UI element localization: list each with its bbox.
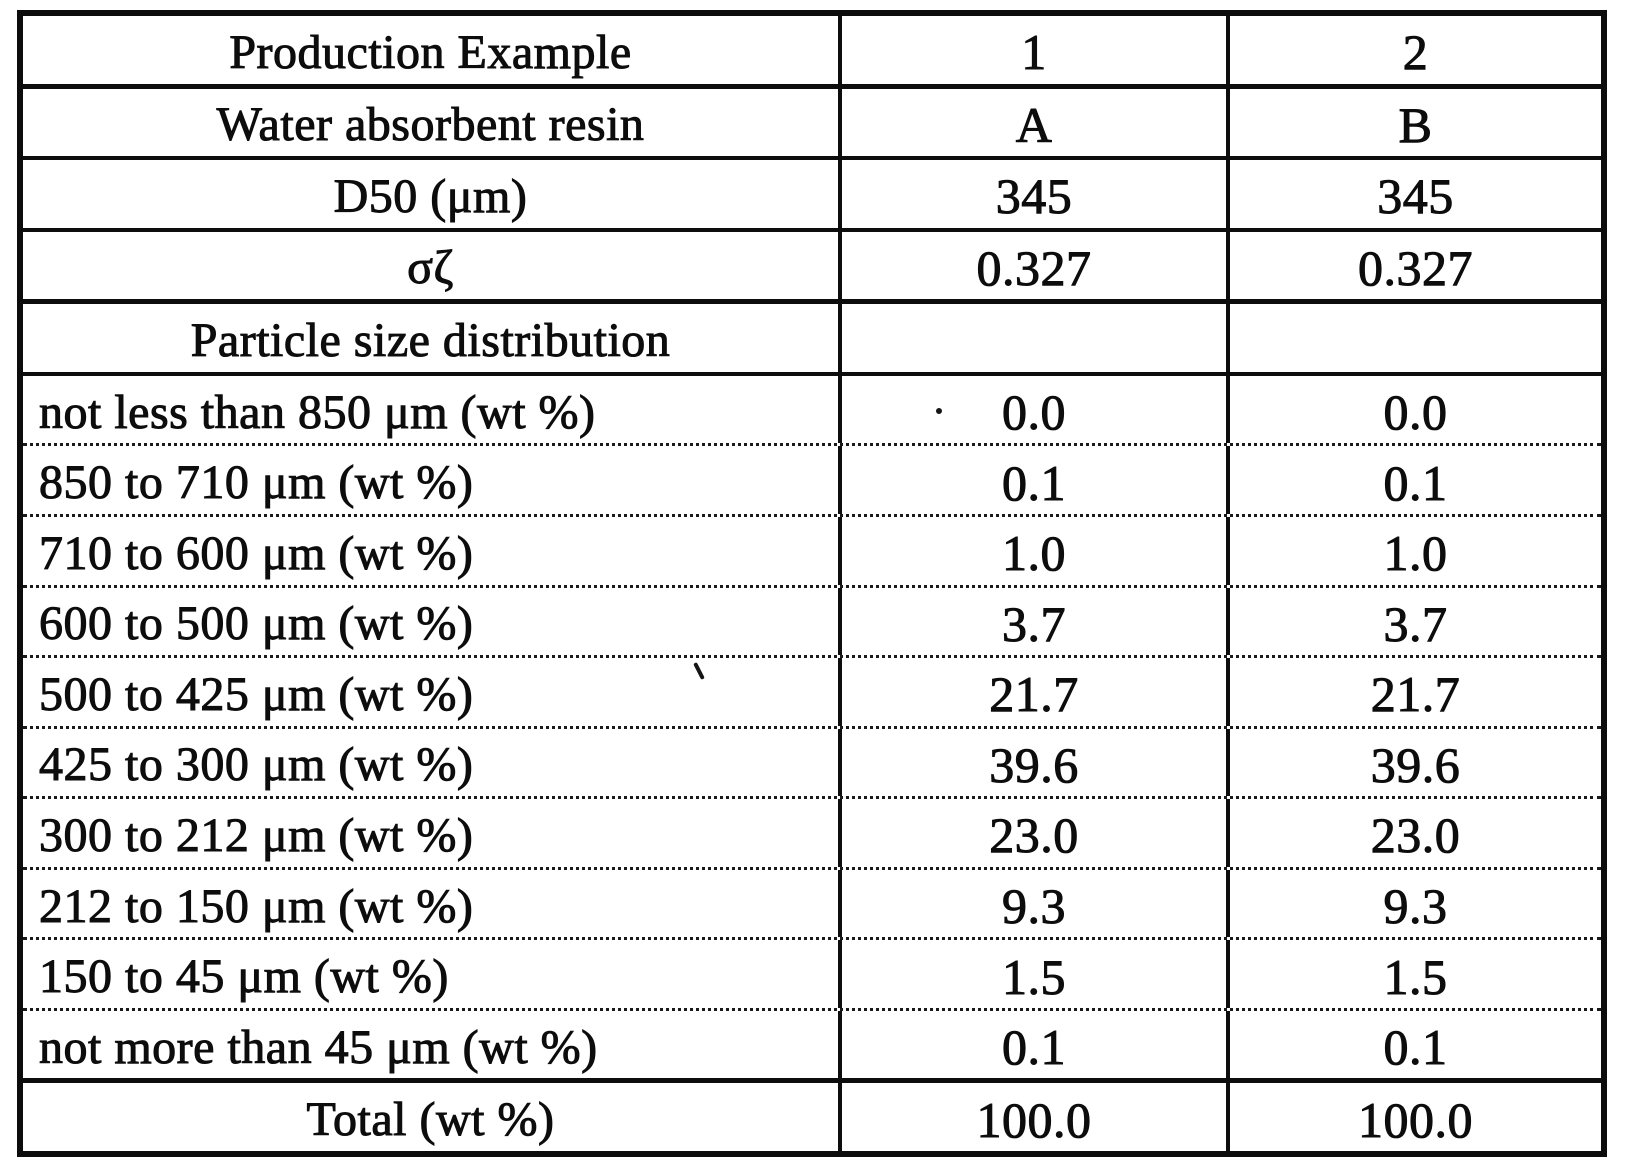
row-label-cell: 150 to 45 μm (wt %) (23, 940, 842, 1008)
row-label-cell: Production Example (23, 16, 842, 84)
example-1-value-cell: 9.3 (842, 869, 1230, 938)
example-1-value-cell: 1 (842, 16, 1230, 84)
example-1-value-cell: 100.0 (842, 1083, 1230, 1151)
example-2-value-cell: 1.5 (1383, 948, 1448, 1005)
row-label-cell: 710 to 600 μm (wt %) (23, 516, 842, 585)
example-2-value-cell: 0.1 (1383, 454, 1448, 511)
table-row-not-less-than-850: not less than 850 μm (wt %) 0.0 0.0 (23, 375, 1601, 447)
row-label-cell: not more than 45 μm (wt %) (23, 1010, 842, 1079)
example-2-value-cell: 39.6 (1370, 736, 1461, 793)
table-row-sigma-zeta: σζ 0.327 0.327 (23, 231, 1601, 305)
example-1-value-cell: 0.327 (842, 231, 1230, 300)
table-row-710-to-600: 710 to 600 μm (wt %) 1.0 1.0 (23, 516, 1601, 588)
example-2-value-cell: 3.7 (1383, 595, 1448, 652)
row-label-cell: not less than 850 μm (wt %) (23, 375, 842, 444)
table-row-total: Total (wt %) 100.0 100.0 (23, 1083, 1601, 1151)
scan-speck-artifact (936, 408, 942, 414)
example-1-value-cell: 0.1 (842, 446, 1230, 514)
example-1-value-cell (842, 304, 1230, 372)
row-label-cell: D50 (μm) (23, 160, 842, 228)
table-row-not-more-than-45: not more than 45 μm (wt %) 0.1 0.1 (23, 1010, 1601, 1084)
row-label-cell: 600 to 500 μm (wt %) (23, 587, 842, 656)
example-1-value-cell: 21.7 (842, 658, 1230, 726)
row-label-cell: 300 to 212 μm (wt %) (23, 799, 842, 867)
example-1-value-cell: 1.5 (842, 940, 1230, 1008)
table-row-850-to-710: 850 to 710 μm (wt %) 0.1 0.1 (23, 446, 1601, 517)
row-label-cell: 850 to 710 μm (wt %) (23, 446, 842, 514)
table-row-water-absorbent-resin: Water absorbent resin A B (23, 88, 1601, 161)
table-row-particle-size-distribution: Particle size distribution (23, 304, 1601, 376)
example-2-value-cell: 345 (1377, 168, 1454, 225)
example-2-value-cell: 21.7 (1370, 666, 1461, 723)
row-label-cell: Water absorbent resin (23, 88, 842, 157)
table-row-425-to-300: 425 to 300 μm (wt %) 39.6 39.6 (23, 728, 1601, 800)
example-2-value-cell: 23.0 (1370, 807, 1461, 864)
example-1-value-cell: A (842, 88, 1230, 157)
table-row-300-to-212: 300 to 212 μm (wt %) 23.0 23.0 (23, 799, 1601, 870)
example-2-value-cell: 0.1 (1383, 1019, 1448, 1076)
example-2-value-cell: 0.327 (1358, 239, 1474, 296)
table-row-600-to-500: 600 to 500 μm (wt %) 3.7 3.7 (23, 587, 1601, 659)
table-row-production-example: Production Example 1 2 (23, 16, 1601, 89)
example-2-value-cell: B (1398, 96, 1433, 153)
example-1-value-cell: 1.0 (842, 516, 1230, 585)
row-label-cell: 212 to 150 μm (wt %) (23, 869, 842, 938)
example-1-value-cell: 3.7 (842, 587, 1230, 656)
row-label-cell: Total (wt %) (23, 1083, 842, 1151)
example-1-value-cell: 0.1 (842, 1010, 1230, 1079)
example-2-value-cell: 9.3 (1383, 878, 1448, 935)
example-2-value-cell: 1.0 (1383, 525, 1448, 582)
particle-size-distribution-table: Production Example 1 2 Water absorbent r… (17, 10, 1607, 1157)
example-1-value-cell: 345 (842, 160, 1230, 228)
example-2-value-cell: 0.0 (1383, 384, 1448, 441)
example-1-value-cell: 0.0 (842, 375, 1230, 444)
table-row-150-to-45: 150 to 45 μm (wt %) 1.5 1.5 (23, 940, 1601, 1011)
row-label-cell: 500 to 425 μm (wt %) (23, 658, 842, 726)
example-1-value-cell: 39.6 (842, 728, 1230, 797)
table-row-500-to-425: 500 to 425 μm (wt %) 21.7 21.7 (23, 658, 1601, 729)
example-2-value-cell (1230, 304, 1601, 372)
row-label-cell: σζ (23, 231, 842, 300)
row-label-cell: Particle size distribution (23, 304, 842, 372)
example-2-value-cell: 100.0 (1358, 1091, 1474, 1148)
example-1-value-cell: 23.0 (842, 799, 1230, 867)
table-row-212-to-150: 212 to 150 μm (wt %) 9.3 9.3 (23, 869, 1601, 941)
row-label-cell: 425 to 300 μm (wt %) (23, 728, 842, 797)
example-2-value-cell: 2 (1402, 24, 1429, 81)
table-row-d50: D50 (μm) 345 345 (23, 160, 1601, 232)
